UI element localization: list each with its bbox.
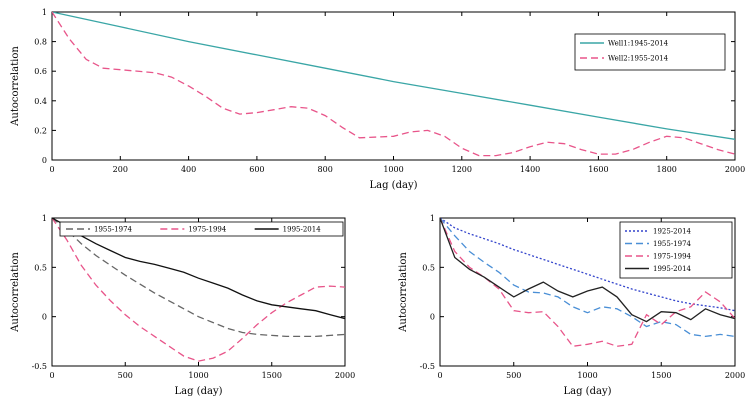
y-tick-label: 0.5: [422, 263, 435, 272]
x-tick-label: 400: [181, 165, 196, 174]
x-axis-title: Lag (day): [564, 386, 612, 397]
y-tick-label: 0.6: [34, 67, 47, 76]
x-tick-label: 200: [113, 165, 128, 174]
x-axis-title: Lag (day): [175, 386, 223, 397]
legend-label: 1995-2014: [283, 226, 322, 234]
y-tick-label: -0.5: [420, 362, 435, 371]
x-tick-label: 800: [318, 165, 333, 174]
x-tick-label: 2000: [725, 165, 745, 174]
series-line-Well1:1945-2014: [52, 12, 735, 140]
x-axis-title: Lag (day): [370, 180, 418, 191]
x-tick-label: 0: [437, 371, 442, 380]
legend-box: [59, 221, 344, 237]
series-line-1955-1974: [52, 218, 345, 338]
x-tick-label: 1000: [188, 371, 208, 380]
series-line-1925-2014: [440, 218, 735, 312]
x-tick-label: 1400: [520, 165, 540, 174]
x-tick-label: 0: [49, 165, 54, 174]
legend-label: 1995-2014: [653, 265, 692, 273]
legend: 1955-1974 1975-1994 1995-2014: [59, 221, 344, 237]
y-tick-label: -0.5: [32, 362, 47, 371]
x-tick-label: 1200: [452, 165, 472, 174]
y-tick-label: 1: [430, 214, 435, 223]
x-tick-label: 1500: [651, 371, 671, 380]
x-tick-label: 1500: [262, 371, 282, 380]
x-tick-label: 500: [118, 371, 133, 380]
x-tick-label: 2000: [725, 371, 745, 380]
legend-label: Well2:1955-2014: [608, 55, 669, 63]
series-line-Well2:1955-2014: [52, 12, 735, 157]
x-tick-label: 600: [249, 165, 264, 174]
x-tick-label: 1800: [657, 165, 677, 174]
y-tick-label: 0: [430, 313, 435, 322]
y-tick-label: 1: [42, 214, 47, 223]
series-line-1995-2014: [52, 218, 345, 320]
y-tick-label: 0: [42, 156, 47, 165]
y-tick-label: 0.8: [34, 38, 47, 47]
plot-frame: [51, 217, 346, 367]
series-line-1975-1994: [52, 218, 345, 362]
legend-label: 1975-1994: [653, 253, 692, 261]
legend-label: 1925-2014: [653, 228, 692, 236]
legend-label: 1975-1994: [188, 226, 227, 234]
y-axis-title: Autocorrelation: [10, 252, 21, 333]
x-tick-label: 500: [506, 371, 521, 380]
series-line-1995-2014: [440, 218, 735, 323]
series-line-1955-1974: [440, 218, 735, 338]
y-axis-title: Autocorrelation: [10, 46, 21, 127]
legend-label: 1955-1974: [653, 240, 692, 248]
panel-top: 0 200 400 600 800 1000 1200 1400 1600 1800 2000 0 0.…: [10, 8, 745, 191]
x-tick-label: 2000: [335, 371, 355, 380]
legend-box: [574, 33, 726, 71]
x-tick-label: 0: [49, 371, 54, 380]
legend: 1925-2014 1955-1974 1975-1994 1995-2014: [619, 221, 733, 279]
y-tick-label: 0: [42, 313, 47, 322]
x-tick-label: 1600: [588, 165, 608, 174]
legend-label: Well1:1945-2014: [608, 40, 669, 48]
x-tick-label: 1000: [383, 165, 403, 174]
y-tick-label: 1: [42, 8, 47, 17]
y-axis-title: Autocorrelation: [398, 252, 409, 333]
y-tick-label: 0.5: [34, 263, 47, 272]
legend-label: 1955-1974: [94, 226, 133, 234]
legend: Well1:1945-2014 Well2:1955-2014: [574, 33, 726, 71]
y-tick-label: 0.4: [34, 97, 47, 106]
x-tick-label: 1000: [577, 371, 597, 380]
y-tick-label: 0.2: [34, 126, 47, 135]
